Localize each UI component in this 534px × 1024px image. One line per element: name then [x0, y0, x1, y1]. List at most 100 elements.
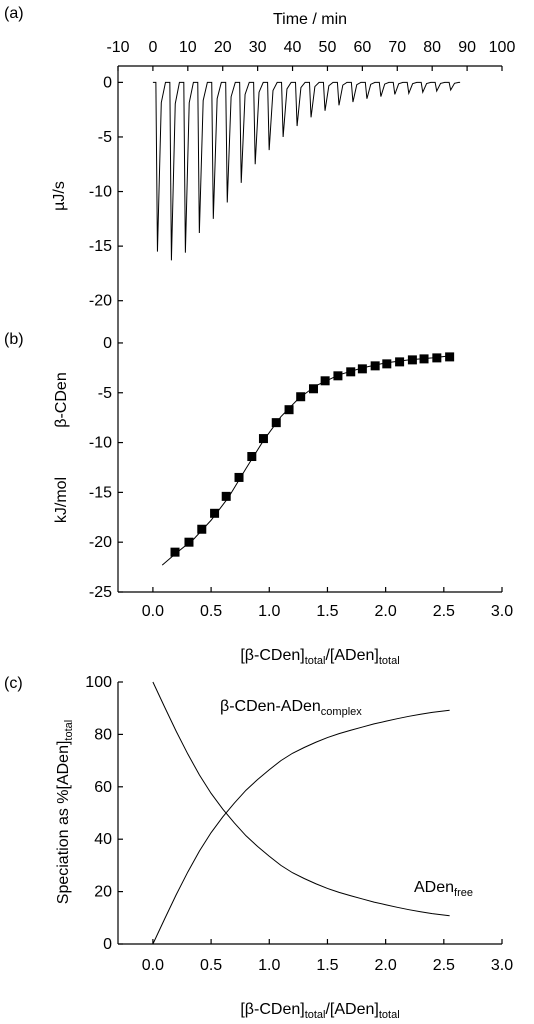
- panel-b-data-point: [320, 376, 330, 386]
- panel-a-x-tick-label: 0: [148, 39, 157, 56]
- panel-a-x-tick-label: 20: [214, 39, 232, 56]
- panel-a-x-tick-label: 80: [423, 39, 441, 56]
- panel-c-series-label-0-part-0: β-CDen-ADen: [220, 698, 321, 715]
- panel-b-data-point: [234, 472, 244, 482]
- panel-a: (a) Time / min µJ/s -10 0 10 20 30 40 50 60 70 80…: [4, 5, 515, 328]
- panel-a-y-tick-label: -15: [89, 238, 112, 255]
- panel-b-data-point: [419, 354, 429, 364]
- panel-c-y-axis-title: Speciation as %[ADen]total: [55, 720, 75, 904]
- panel-a-x-tick-label: 100: [489, 39, 516, 56]
- panel-c-x-tick-label: 0.0: [142, 957, 164, 974]
- panel-c: (c) 0.0 0.5 1.0 1.5 2.0 2.5 3.0 0 20 40 60 80 100 [β-…: [4, 674, 513, 1021]
- panel-c-series-label-1-part-1: free: [454, 887, 473, 899]
- panel-a-x-tick-label: 30: [249, 39, 267, 56]
- panel-b-data-point: [197, 524, 207, 534]
- panel-c-series-line-0: [152, 709, 450, 945]
- panel-b-data-point: [284, 405, 294, 415]
- panel-b-x-tick-label: 1.5: [316, 603, 338, 620]
- panel-b-data-point: [407, 355, 417, 365]
- panel-c-y-axis-title-part-1: total: [63, 720, 75, 741]
- panel-b-data-point: [308, 384, 318, 394]
- panel-b-x-tick-label: 2.0: [375, 603, 397, 620]
- panel-b-data-point: [395, 357, 405, 367]
- panel-b-data-point: [445, 352, 455, 362]
- panel-c-y-tick-label: 100: [85, 674, 112, 691]
- panel-c-series-label-1: ADenfree: [414, 879, 473, 899]
- panel-a-x-tick-label: -10: [106, 39, 129, 56]
- panel-c-x-axis-title-part-3: total: [379, 1009, 400, 1021]
- panel-c-plot: 0.0 0.5 1.0 1.5 2.0 2.5 3.0 0 20 40 60 80 100 [β-CDen…: [55, 674, 513, 1021]
- panel-b-data-point: [170, 547, 180, 557]
- panel-a-x-tick-label: 10: [179, 39, 197, 56]
- panel-b-data-point: [221, 491, 231, 501]
- panel-b-x-tick-label: 2.5: [433, 603, 455, 620]
- panel-b-x-axis-title-part-0: [β-CDen]: [240, 647, 304, 664]
- panel-a-y-tick-label: 0: [103, 74, 112, 91]
- panel-a-x-tick-label: 40: [284, 39, 302, 56]
- panel-a-x-tick-label: 70: [388, 39, 406, 56]
- panel-c-series-label-0: β-CDen-ADencomplex: [220, 698, 362, 718]
- panel-b-label: (b): [4, 331, 24, 348]
- panel-b-data-point: [346, 367, 356, 377]
- panel-a-plot: -10 0 10 20 30 40 50 60 70 80 90 100 0 -5 -10 -15 -20: [89, 39, 516, 328]
- panel-c-x-axis-title: [β-CDen]total/[ADen]total: [240, 1001, 399, 1021]
- panel-b-y-tick-label: -5: [98, 385, 112, 402]
- panel-a-y-tick-label: -10: [89, 184, 112, 201]
- panel-c-y-tick-label: 20: [94, 884, 112, 901]
- panel-a-x-axis-title: Time / min: [273, 11, 347, 28]
- panel-b-y-axis-title-line-2: β-CDen: [53, 372, 70, 427]
- panel-b-data-point: [432, 353, 442, 363]
- panel-b-y-tick-label: -25: [89, 584, 112, 601]
- panel-b-data-point: [357, 364, 367, 374]
- panel-b-data-point: [296, 392, 306, 402]
- panel-c-series-label-1-part-0: ADen: [414, 879, 454, 896]
- panel-b-x-axis-title-part-1: total: [305, 655, 326, 667]
- panel-c-x-axis-title-part-0: [β-CDen]: [240, 1001, 304, 1018]
- panel-c-x-tick-label: 2.0: [375, 957, 397, 974]
- panel-b-x-tick-label: 1.0: [258, 603, 280, 620]
- panel-b-data-point: [210, 508, 220, 518]
- panel-b-y-tick-label: -15: [89, 484, 112, 501]
- panel-a-x-tick-label: 50: [319, 39, 337, 56]
- panel-c-x-axis-title-part-2: /[ADen]: [325, 1001, 378, 1018]
- panel-c-y-tick-label: 0: [103, 936, 112, 953]
- panel-b-x-axis-title-part-2: /[ADen]: [325, 647, 378, 664]
- panel-c-y-tick-label: 60: [94, 779, 112, 796]
- panel-c-y-axis-title-part-0: Speciation as %[ADen]: [55, 741, 72, 905]
- panel-a-label: (a): [4, 5, 24, 22]
- panel-a-y-axis-title: µJ/s: [51, 181, 68, 211]
- panel-b-data-point: [258, 434, 268, 444]
- panel-c-y-tick-label: 40: [94, 831, 112, 848]
- panel-c-y-tick-label: 80: [94, 726, 112, 743]
- panel-b-x-tick-label: 0.5: [200, 603, 222, 620]
- panel-b-data-point: [184, 537, 194, 547]
- panel-c-x-tick-label: 3.0: [491, 957, 513, 974]
- panel-b-x-tick-label: 0.0: [142, 603, 164, 620]
- panel-b-x-axis-title-part-3: total: [379, 655, 400, 667]
- panel-c-x-tick-label: 1.0: [258, 957, 280, 974]
- panel-b-data-point: [333, 371, 343, 381]
- panel-b-data-point: [271, 418, 281, 428]
- panel-b-y-axis-title-line-1: kJ/mol: [53, 477, 70, 523]
- panel-c-series-label-0-part-1: complex: [321, 706, 362, 718]
- panel-b-y-tick-label: 0: [103, 335, 112, 352]
- panel-c-x-tick-label: 2.5: [433, 957, 455, 974]
- panel-b-data-point: [370, 361, 380, 371]
- panel-a-x-tick-label: 60: [353, 39, 371, 56]
- panel-a-x-tick-label: 90: [458, 39, 476, 56]
- panel-b-x-axis-title: [β-CDen]total/[ADen]total: [240, 647, 399, 667]
- panel-b-data-point: [382, 359, 392, 369]
- panel-c-series-line-1: [152, 681, 450, 917]
- panel-a-y-tick-label: -5: [98, 129, 112, 146]
- panel-c-x-tick-label: 0.5: [200, 957, 222, 974]
- panel-b-y-tick-label: -20: [89, 534, 112, 551]
- panel-b-data-point: [247, 452, 257, 462]
- panel-a-thermogram-trace: [152, 81, 461, 261]
- panel-c-x-axis-title-part-1: total: [305, 1009, 326, 1021]
- panel-b-plot: 0.0 0.5 1.0 1.5 2.0 2.5 3.0 0 -5 -10 -15 -20 -25 [β-C…: [89, 328, 513, 667]
- panel-b-x-tick-label: 3.0: [491, 603, 513, 620]
- panel-a-y-tick-label: -20: [89, 293, 112, 310]
- panel-c-label: (c): [4, 675, 23, 692]
- panel-b: (b) kJ/mol β-CDen 0.0 0.5 1.0 1.5 2.0 2.5 3.0 0…: [4, 328, 513, 667]
